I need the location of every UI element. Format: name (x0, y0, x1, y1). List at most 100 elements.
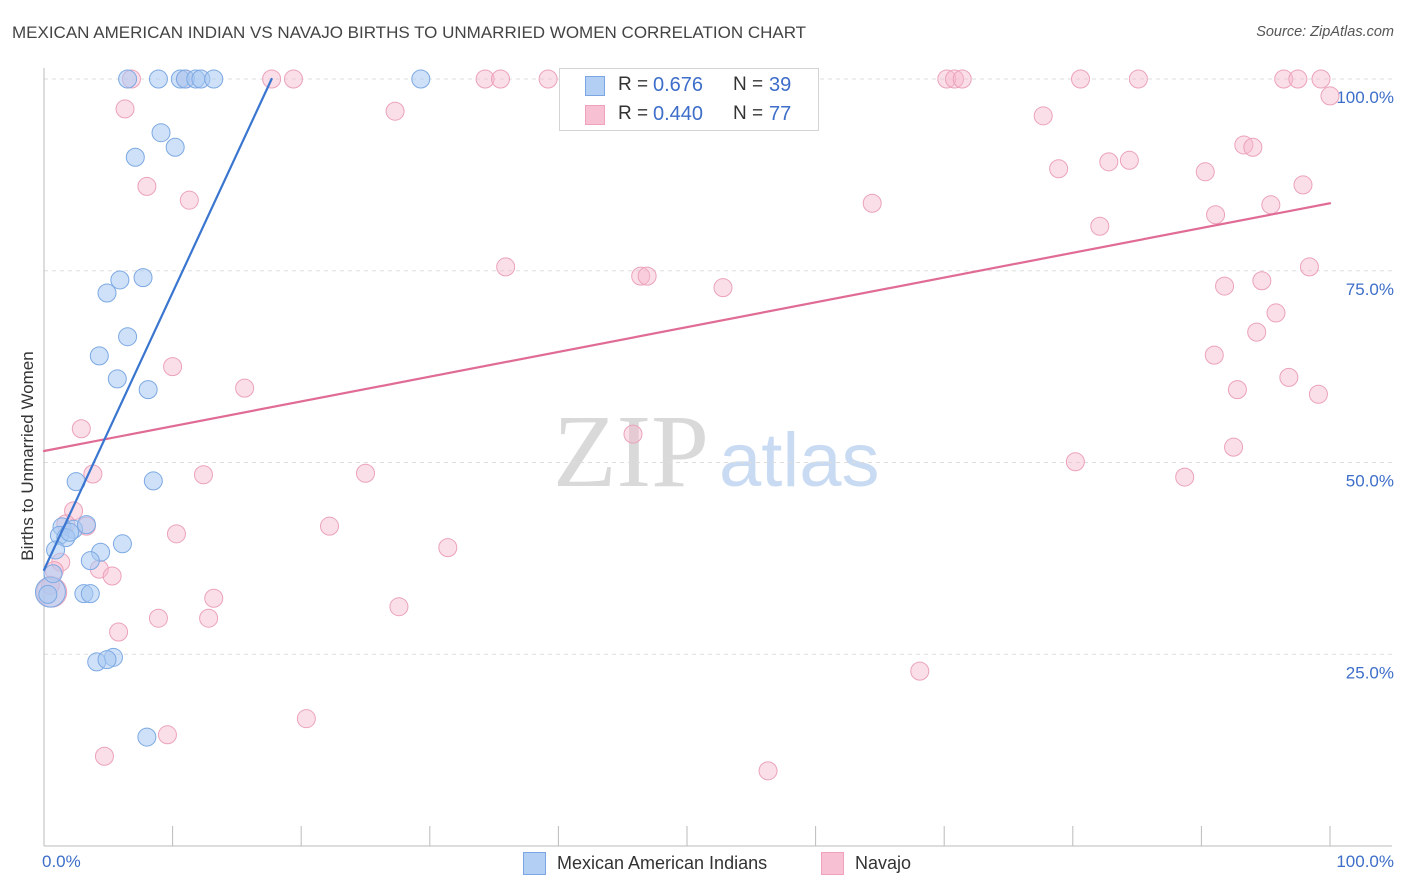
legend-r-value-blue: 0.676 (653, 74, 704, 96)
point-navajo (109, 622, 129, 642)
point-navajo (1274, 69, 1294, 89)
point-mexican-american-indians (118, 69, 138, 89)
point-navajo (1224, 437, 1244, 457)
point-navajo (862, 193, 882, 213)
bottom-legend-swatch-navajo (821, 852, 844, 875)
point-mexican-american-indians (138, 380, 158, 400)
point-mexican-american-indians (43, 564, 63, 584)
point-navajo (1206, 205, 1226, 225)
legend-r-label: R = (618, 74, 649, 95)
point-mexican-american-indians (133, 268, 153, 288)
point-navajo (491, 69, 511, 89)
legend-swatch-mexican-american-indians (585, 76, 605, 96)
point-mexican-american-indians (76, 515, 96, 535)
point-navajo (166, 524, 186, 544)
point-navajo (1320, 86, 1340, 106)
point-navajo (1288, 69, 1308, 89)
point-navajo (71, 419, 91, 439)
point-navajo (438, 538, 458, 558)
point-navajo (1247, 322, 1267, 342)
point-navajo (1279, 367, 1299, 387)
point-navajo (319, 516, 339, 536)
point-navajo (389, 597, 409, 617)
point-mexican-american-indians (38, 584, 58, 604)
point-navajo (1204, 345, 1224, 365)
chart-title: MEXICAN AMERICAN INDIAN VS NAVAJO BIRTHS… (12, 23, 807, 42)
legend-swatch-navajo (585, 105, 605, 125)
point-mexican-american-indians (143, 471, 163, 491)
point-mexican-american-indians (97, 650, 117, 670)
series-mexican-american-indians (34, 69, 431, 747)
point-navajo (1033, 106, 1053, 126)
y-tick-label: 75.0% (1346, 280, 1394, 299)
point-navajo (1119, 150, 1139, 170)
point-navajo (235, 378, 255, 398)
point-mexican-american-indians (137, 727, 157, 747)
point-navajo (283, 69, 303, 89)
y-tick-label: 100.0% (1336, 88, 1394, 107)
point-mexican-american-indians (89, 346, 109, 366)
point-navajo (1175, 467, 1195, 487)
point-navajo (1266, 303, 1286, 323)
point-navajo (204, 588, 224, 608)
point-navajo (631, 266, 651, 286)
trendline-mexican-american-indians (42, 77, 273, 571)
point-navajo (937, 69, 957, 89)
point-navajo (1090, 216, 1110, 236)
y-tick-label: 50.0% (1346, 472, 1394, 491)
point-navajo (199, 608, 219, 628)
stats-legend: R = 0.676 N = 39 R = 0.440 N = 77 (559, 68, 819, 131)
bottom-legend-label-navajo: Navajo (855, 853, 912, 873)
point-navajo (1293, 175, 1313, 195)
point-navajo (193, 465, 213, 485)
legend-n-value-pink: 77 (769, 103, 792, 125)
point-navajo (1243, 137, 1263, 157)
point-mexican-american-indians (411, 69, 431, 89)
watermark-zip: ZIP (553, 394, 709, 509)
point-navajo (94, 746, 114, 766)
point-mexican-american-indians (107, 369, 127, 389)
point-navajo (179, 190, 199, 210)
point-mexican-american-indians (110, 270, 130, 290)
point-navajo (538, 69, 558, 89)
point-navajo (758, 761, 778, 781)
x-tick-label-min: 0.0% (42, 852, 81, 871)
bottom-legend-swatch-mexican-american-indians (523, 852, 546, 875)
point-navajo (637, 266, 657, 286)
point-navajo (713, 278, 733, 298)
point-navajo (1071, 69, 1091, 89)
source-credit: Source: ZipAtlas.com (1256, 24, 1394, 40)
point-navajo (102, 566, 122, 586)
point-navajo (157, 725, 177, 745)
point-navajo (623, 424, 643, 444)
point-navajo (296, 709, 316, 729)
point-mexican-american-indians (118, 327, 138, 347)
x-tick-label-max: 100.0% (1336, 852, 1394, 871)
point-navajo (1261, 195, 1281, 215)
point-mexican-american-indians (125, 147, 145, 167)
legend-n-value-blue: 39 (769, 74, 792, 96)
legend-r-label: R = (618, 103, 649, 124)
point-navajo (385, 101, 405, 121)
point-navajo (1065, 452, 1085, 472)
point-navajo (1252, 271, 1272, 291)
point-navajo (475, 69, 495, 89)
y-axis-label: Births to Unmarried Women (18, 351, 37, 561)
bottom-legend-label-mexican-american-indians: Mexican American Indians (557, 853, 768, 873)
point-navajo (910, 661, 930, 681)
point-mexican-american-indians (165, 137, 185, 157)
point-navajo (1308, 384, 1328, 404)
point-navajo (1215, 276, 1235, 296)
y-tick-label: 25.0% (1346, 663, 1394, 682)
point-navajo (1195, 162, 1215, 182)
point-navajo (944, 69, 964, 89)
point-mexican-american-indians (112, 534, 132, 554)
point-navajo (148, 608, 168, 628)
trendline-navajo (42, 202, 1332, 453)
point-mexican-american-indians (148, 69, 168, 89)
point-mexican-american-indians (204, 69, 224, 89)
point-navajo (1099, 152, 1119, 172)
legend-r-value-pink: 0.440 (653, 103, 704, 125)
watermark-atlas: atlas (719, 418, 880, 503)
